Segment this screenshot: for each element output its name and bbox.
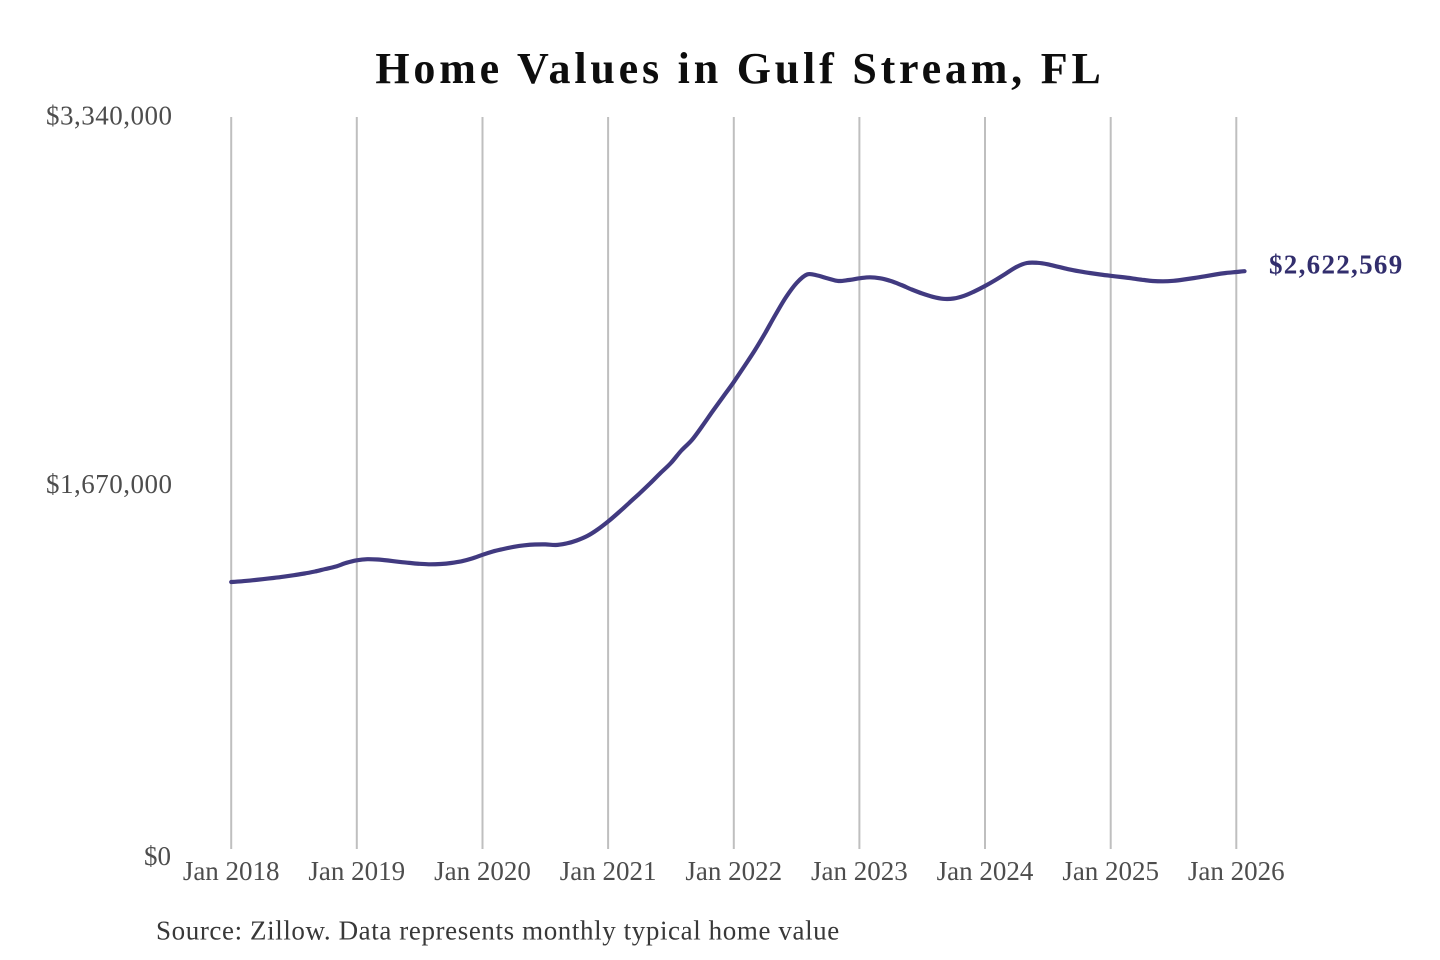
svg-text:Jan 2018: Jan 2018 — [183, 856, 280, 886]
svg-text:Jan 2026: Jan 2026 — [1188, 856, 1285, 886]
svg-text:Jan 2023: Jan 2023 — [811, 856, 908, 886]
svg-text:Jan 2020: Jan 2020 — [434, 856, 531, 886]
svg-text:Jan 2025: Jan 2025 — [1062, 856, 1159, 886]
svg-text:Source: Zillow. Data represent: Source: Zillow. Data represents monthly … — [156, 916, 840, 946]
svg-text:Jan 2019: Jan 2019 — [308, 856, 405, 886]
svg-text:$1,670,000: $1,670,000 — [46, 469, 173, 499]
svg-text:$3,340,000: $3,340,000 — [46, 101, 173, 131]
svg-text:Home Values in Gulf Stream, FL: Home Values in Gulf Stream, FL — [375, 44, 1104, 93]
svg-text:Jan 2021: Jan 2021 — [560, 856, 657, 886]
svg-text:Jan 2024: Jan 2024 — [937, 856, 1034, 886]
svg-text:$0: $0 — [144, 841, 171, 871]
svg-text:$2,622,569: $2,622,569 — [1269, 250, 1404, 280]
svg-text:Jan 2022: Jan 2022 — [685, 856, 782, 886]
